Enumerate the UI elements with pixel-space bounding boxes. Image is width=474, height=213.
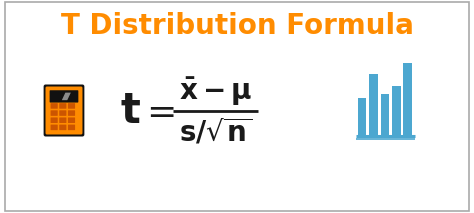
Bar (381, 94, 389, 135)
FancyBboxPatch shape (68, 110, 75, 116)
FancyBboxPatch shape (51, 125, 58, 130)
Bar (403, 63, 412, 135)
Text: $=$: $=$ (139, 94, 174, 128)
FancyBboxPatch shape (46, 86, 82, 134)
FancyBboxPatch shape (50, 90, 78, 102)
FancyBboxPatch shape (59, 117, 66, 123)
Bar (392, 85, 401, 135)
Polygon shape (62, 93, 71, 100)
FancyBboxPatch shape (59, 110, 66, 116)
Text: $\mathbf{t}$: $\mathbf{t}$ (120, 89, 141, 131)
FancyBboxPatch shape (51, 117, 58, 123)
FancyBboxPatch shape (68, 117, 75, 123)
Text: $\mathbf{\bar{x}-\mu}$: $\mathbf{\bar{x}-\mu}$ (179, 76, 253, 108)
FancyBboxPatch shape (68, 103, 75, 109)
FancyBboxPatch shape (51, 103, 58, 109)
Bar (358, 98, 366, 135)
FancyBboxPatch shape (51, 110, 58, 116)
FancyBboxPatch shape (68, 125, 75, 130)
Text: $\mathbf{s/\sqrt{n}}$: $\mathbf{s/\sqrt{n}}$ (179, 117, 252, 147)
FancyBboxPatch shape (59, 125, 66, 130)
Bar (369, 73, 378, 135)
FancyBboxPatch shape (44, 85, 84, 137)
Text: T Distribution Formula: T Distribution Formula (61, 12, 413, 39)
FancyBboxPatch shape (59, 103, 66, 109)
